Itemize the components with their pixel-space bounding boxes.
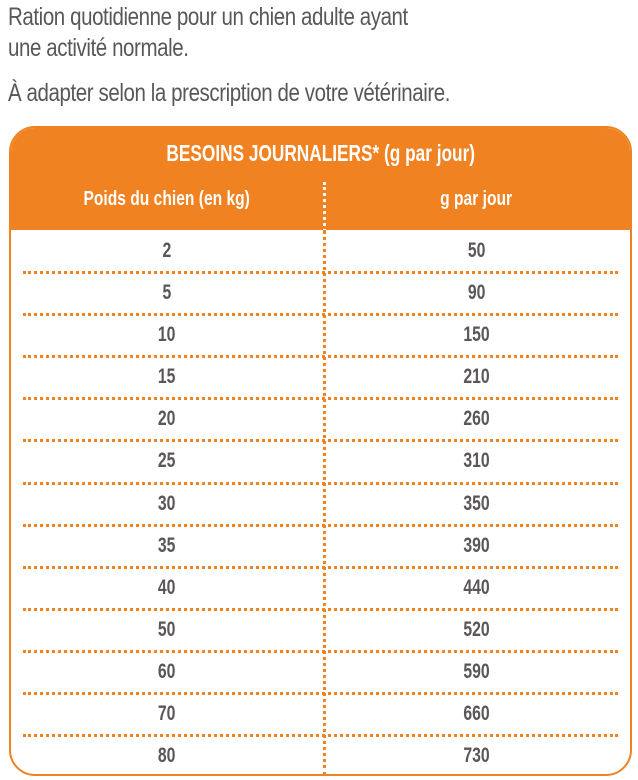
column-divider bbox=[323, 230, 326, 774]
intro-line-1: Ration quotidienne pour un chien adulte … bbox=[8, 3, 408, 31]
table-header: BESOINS JOURNALIERS* (g par jour) Poids … bbox=[11, 128, 630, 230]
daily-needs-table: BESOINS JOURNALIERS* (g par jour) Poids … bbox=[9, 126, 632, 776]
table-body: 2 50 5 90 10 150 15 210 20 260 25 310 30 350 35… bbox=[11, 230, 630, 774]
intro-line-3: À adapter selon la prescription de votre… bbox=[8, 79, 451, 107]
table-row: 50 520 bbox=[11, 609, 630, 654]
table-row: 80 730 bbox=[158, 744, 490, 768]
intro-text: Ration quotidienne pour un chien adulte … bbox=[8, 2, 628, 109]
table-row: 20 260 bbox=[11, 398, 630, 443]
table-row: 10 150 bbox=[11, 314, 630, 359]
table-row: 40 440 bbox=[11, 567, 630, 611]
intro-line-2: une activité normale. bbox=[8, 34, 189, 62]
column-header-grams: g par jour bbox=[440, 188, 513, 210]
table-row: 15 210 bbox=[11, 356, 630, 401]
table-row: 35 390 bbox=[11, 525, 630, 569]
table-title: BESOINS JOURNALIERS* (g par jour) bbox=[166, 140, 475, 166]
table-row: 30 350 bbox=[11, 483, 630, 527]
table-row: 70 660 bbox=[11, 693, 630, 738]
table-row: 60 590 bbox=[11, 651, 630, 696]
table-row: 5 90 bbox=[11, 272, 630, 317]
table-row: 25 310 bbox=[11, 440, 630, 485]
table-row: 2 50 bbox=[11, 230, 630, 275]
column-header-weight: Poids du chien (en kg) bbox=[83, 188, 251, 210]
